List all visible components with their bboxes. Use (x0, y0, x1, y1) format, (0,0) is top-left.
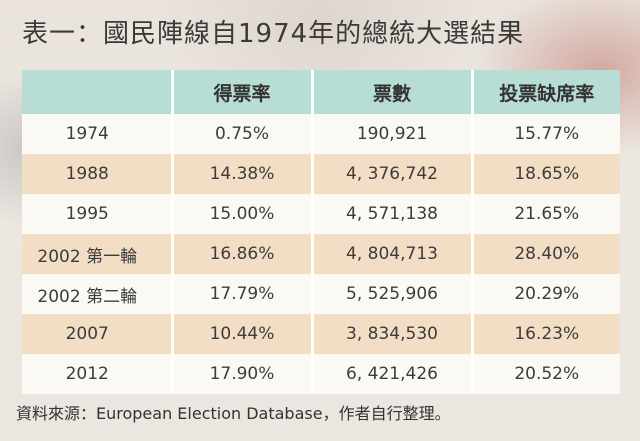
source-note: 資料來源：European Election Database，作者自行整理。 (16, 404, 451, 423)
cell-vote-count: 4, 571,138 (312, 194, 474, 234)
cell-vote-share: 0.75% (172, 114, 314, 154)
cell-year: 2002 第二輪 (22, 274, 174, 314)
header-vote-count: 票數 (312, 70, 474, 114)
table-row: 1974 0.75% 190,921 15.77% (22, 114, 620, 154)
header-vote-share: 得票率 (172, 70, 314, 114)
cell-year: 2007 (22, 314, 174, 354)
cell-year: 1988 (22, 154, 174, 194)
page-title: 表一：國民陣線自1974年的總統大選結果 (22, 19, 525, 49)
table-row: 2012 17.90% 6, 421,426 20.52% (22, 354, 620, 394)
cell-abstention-rate: 18.65% (472, 154, 620, 194)
cell-vote-count: 4, 804,713 (312, 234, 474, 274)
table-row: 1995 15.00% 4, 571,138 21.65% (22, 194, 620, 234)
cell-year: 1974 (22, 114, 174, 154)
cell-vote-count: 190,921 (312, 114, 474, 154)
cell-abstention-rate: 20.52% (472, 354, 620, 394)
cell-vote-count: 4, 376,742 (312, 154, 474, 194)
cell-vote-share: 14.38% (172, 154, 314, 194)
election-results-table: 得票率 票數 投票缺席率 1974 0.75% 190,921 15.77% 1… (22, 70, 620, 394)
cell-abstention-rate: 21.65% (472, 194, 620, 234)
cell-year: 2002 第一輪 (22, 234, 174, 274)
cell-year: 1995 (22, 194, 174, 234)
cell-vote-share: 17.90% (172, 354, 314, 394)
cell-abstention-rate: 16.23% (472, 314, 620, 354)
cell-vote-share: 15.00% (172, 194, 314, 234)
cell-vote-share: 17.79% (172, 274, 314, 314)
cell-abstention-rate: 20.29% (472, 274, 620, 314)
cell-year: 2012 (22, 354, 174, 394)
table-row: 2002 第一輪 16.86% 4, 804,713 28.40% (22, 234, 620, 274)
table-row: 2007 10.44% 3, 834,530 16.23% (22, 314, 620, 354)
cell-vote-share: 16.86% (172, 234, 314, 274)
header-abstention-rate: 投票缺席率 (472, 70, 620, 114)
table-header-row: 得票率 票數 投票缺席率 (22, 70, 620, 114)
table-row: 2002 第二輪 17.79% 5, 525,906 20.29% (22, 274, 620, 314)
cell-vote-count: 5, 525,906 (312, 274, 474, 314)
cell-abstention-rate: 15.77% (472, 114, 620, 154)
table-row: 1988 14.38% 4, 376,742 18.65% (22, 154, 620, 194)
cell-abstention-rate: 28.40% (472, 234, 620, 274)
cell-vote-share: 10.44% (172, 314, 314, 354)
header-year (22, 70, 174, 114)
cell-vote-count: 3, 834,530 (312, 314, 474, 354)
cell-vote-count: 6, 421,426 (312, 354, 474, 394)
